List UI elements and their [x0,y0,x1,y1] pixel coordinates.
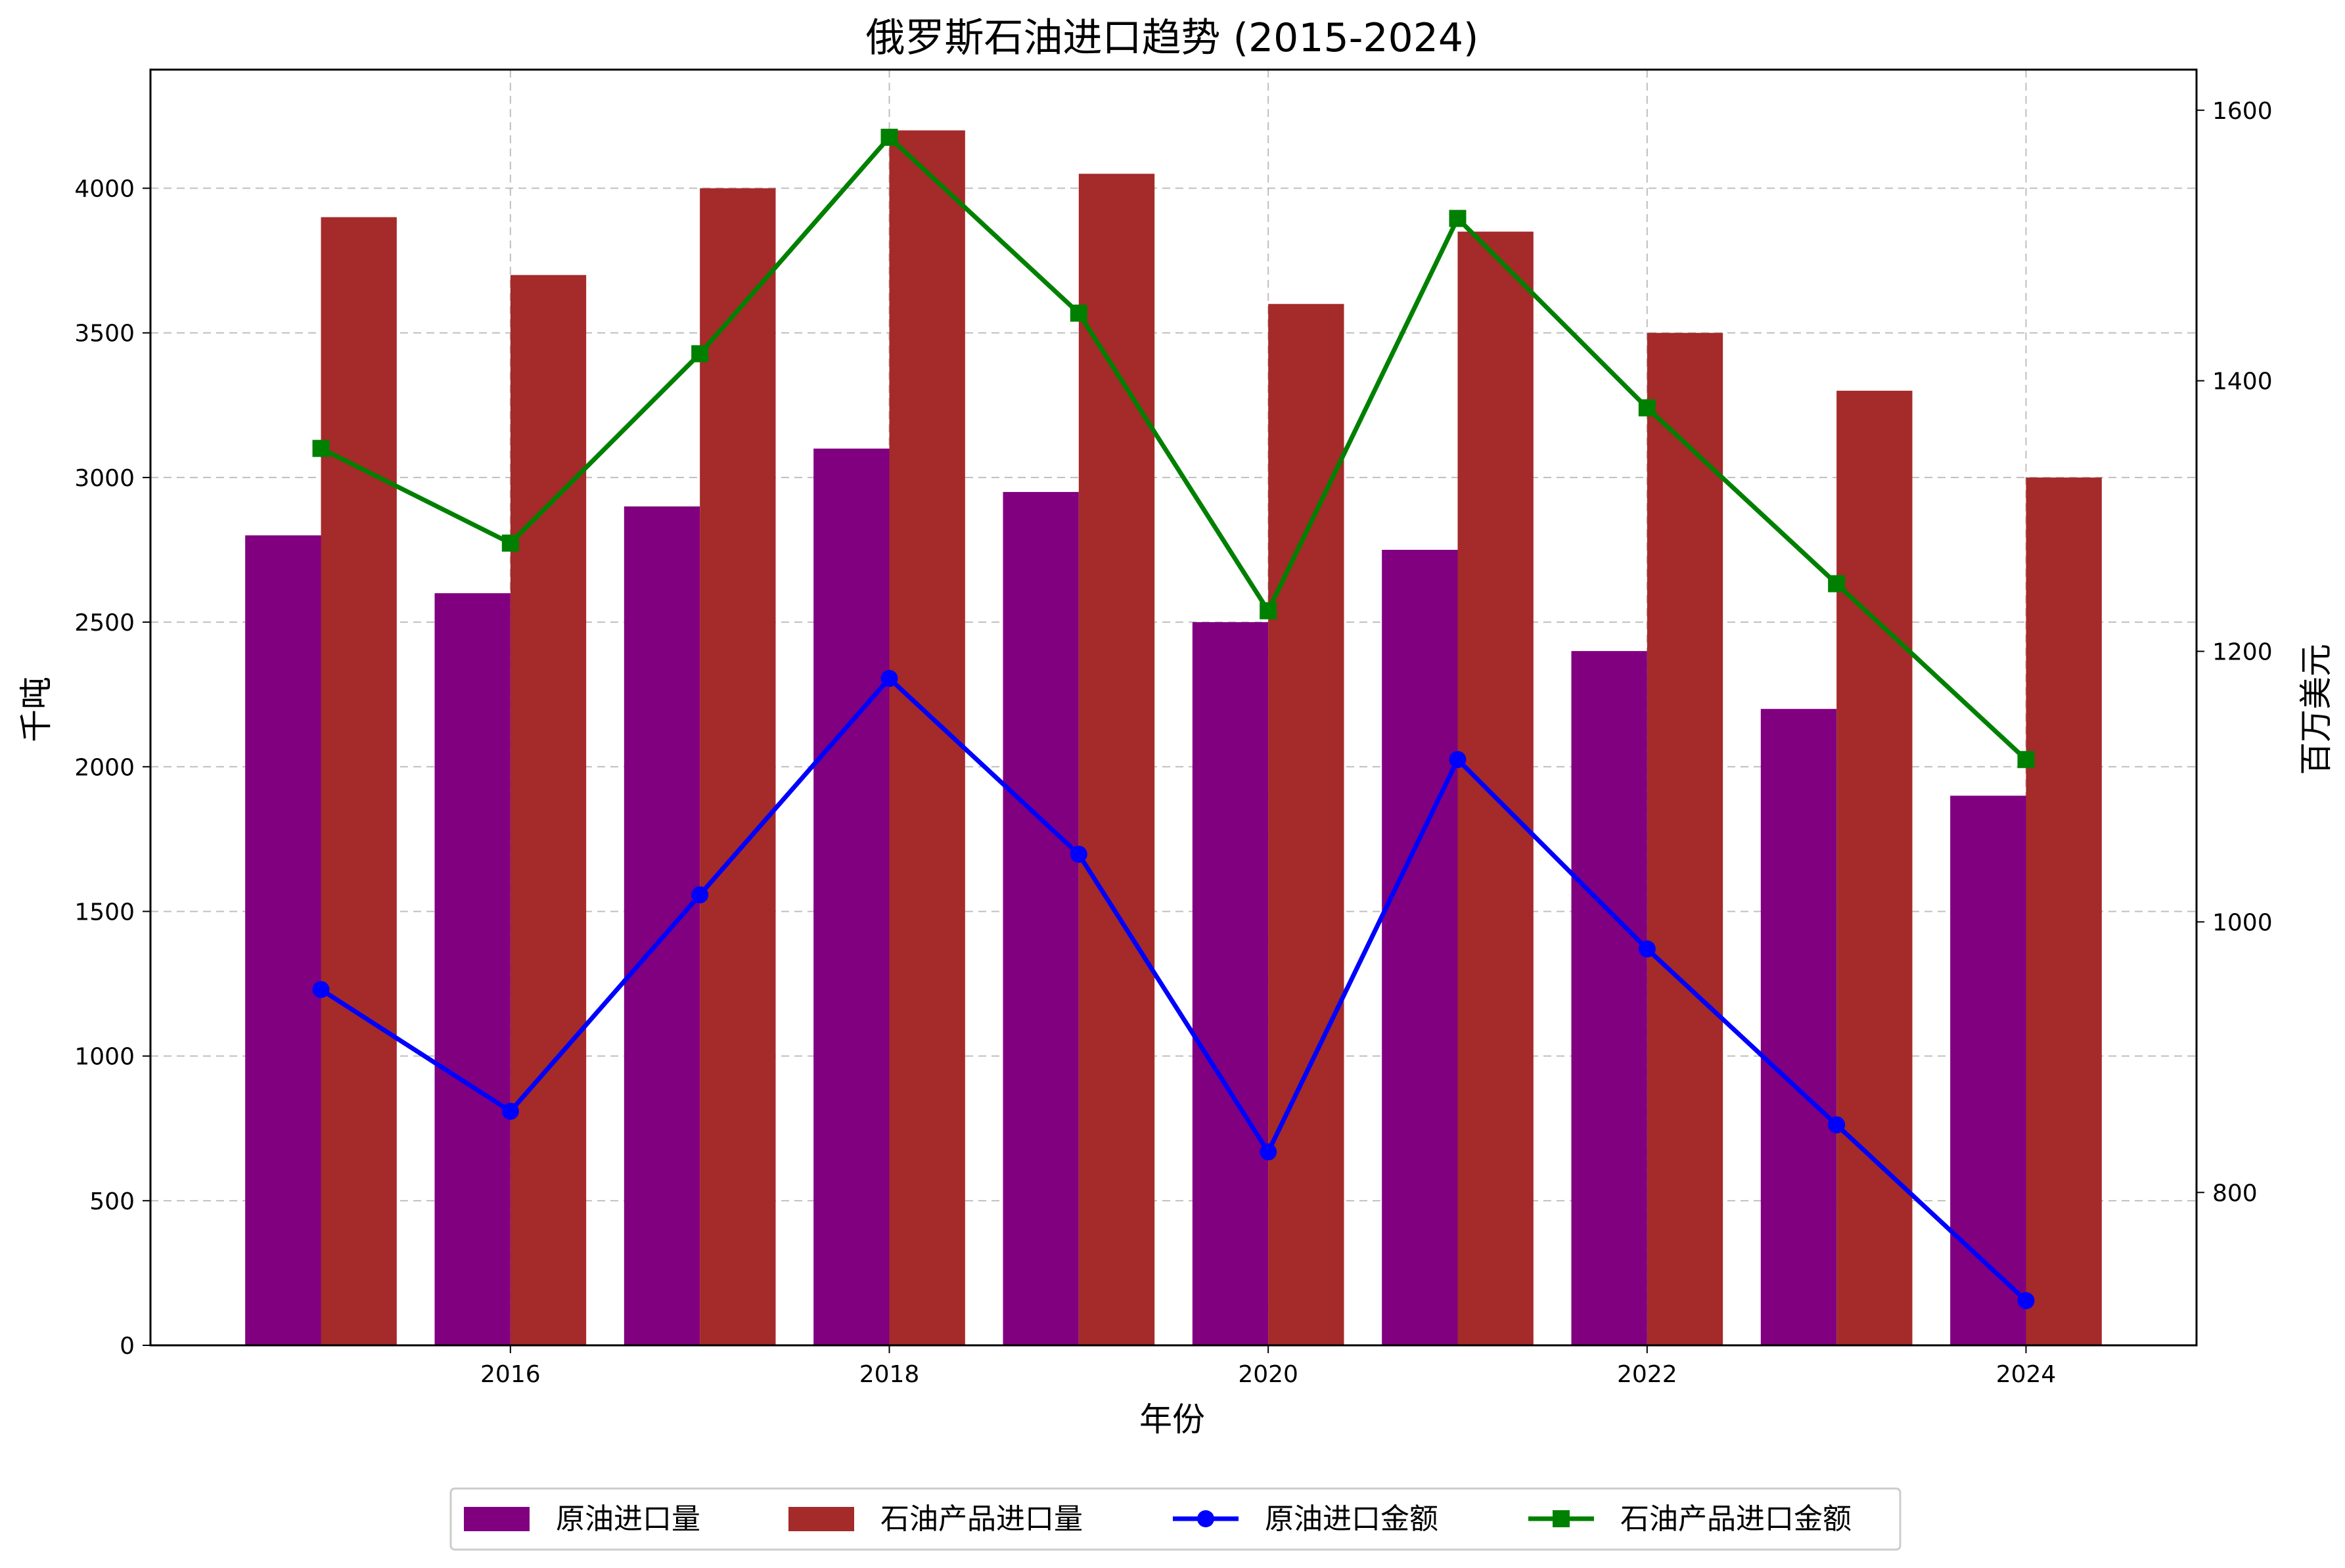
bar-product-volume [321,217,397,1346]
right-y-axis-label: 百万美元 [2297,644,2335,775]
bar-crude-volume [1950,795,2026,1345]
bar-product-volume [1268,303,1344,1346]
lines [312,128,2035,1310]
bar-crude-volume [813,448,890,1346]
point-product-value [312,439,330,457]
point-crude-value [691,886,709,904]
point-crude-value [1260,1143,1277,1161]
legend-label-crude-value: 原油进口金额 [1265,1502,1438,1536]
left-tick-label: 4000 [74,176,135,203]
plot-frame [149,68,2198,1347]
right-tick-label: 800 [2212,1180,2258,1207]
bar-product-volume [1836,390,1913,1345]
left-tick-label: 3500 [74,321,135,347]
point-product-value [501,534,519,552]
left-tick-label: 2500 [74,610,135,637]
legend-swatch-crude-volume [464,1507,530,1531]
point-product-value [1260,602,1277,619]
legend-label-product-volume: 石油产品进口量 [880,1502,1083,1536]
left-y-axis: 0 500 1000 1500 2000 2500 3000 3500 4000 [74,176,150,1360]
legend-swatch-product-volume [788,1507,854,1531]
right-y-axis: 800 1000 1200 1400 1600 [2197,98,2273,1207]
legend: 原油进口量 石油产品进口量 原油进口金额 石油产品进口金额 [449,1487,1901,1551]
bar-product-volume [1078,173,1155,1345]
bar-product-volume [510,275,587,1345]
point-product-value [2017,751,2035,769]
bar-product-volume [1647,332,1723,1345]
left-tick-label: 3000 [74,465,135,492]
point-product-value [880,128,898,146]
point-crude-value [1070,845,1087,863]
bars [245,130,2102,1346]
bar-product-volume [1457,231,1534,1346]
point-product-value [1638,399,1656,416]
series-line-crude-value [319,676,2028,1303]
point-crude-value [2017,1292,2035,1310]
left-tick-label: 1500 [74,899,135,926]
bar-crude-volume [1760,709,1837,1345]
x-axis-label: 年份 [1139,1400,1205,1439]
x-tick-label: 2024 [1996,1361,2057,1388]
right-tick-label: 1200 [2212,639,2273,666]
legend-label-crude-volume: 原油进口量 [556,1502,700,1536]
x-tick-label: 2022 [1617,1361,1677,1388]
bar-crude-volume [624,506,700,1345]
legend-label-product-value: 石油产品进口金额 [1620,1502,1852,1536]
legend-marker-product-value [1553,1510,1570,1527]
point-product-value [691,345,709,363]
bar-crude-volume [1003,491,1079,1345]
point-crude-value [312,981,330,998]
left-tick-label: 500 [89,1188,135,1215]
chart-title: 俄罗斯石油进口趋势 (2015-2024) [866,15,1479,61]
bar-crude-volume [1192,622,1269,1345]
bar-crude-volume [245,535,321,1345]
point-crude-value [1638,940,1656,958]
left-tick-label: 1000 [74,1044,135,1071]
right-tick-label: 1400 [2212,369,2273,395]
bar-crude-volume [1382,550,1458,1346]
left-y-axis-label: 千吨 [17,677,55,742]
point-crude-value [1828,1116,1846,1134]
x-tick-label: 2018 [859,1361,920,1388]
bar-product-volume [2026,477,2102,1345]
bar-crude-volume [1571,651,1647,1345]
left-tick-label: 0 [120,1333,135,1360]
series-line-product-value [319,135,2028,761]
legend-marker-crude-value [1197,1510,1214,1527]
point-product-value [1828,575,1846,593]
x-axis: 2016 2018 2020 2022 2024 [480,1345,2056,1388]
bar-crude-volume [434,593,511,1346]
right-tick-label: 1600 [2212,98,2273,125]
point-product-value [1070,304,1087,322]
point-product-value [1449,210,1467,227]
point-crude-value [880,669,898,687]
point-crude-value [1449,751,1467,769]
bar-product-volume [700,188,776,1345]
point-crude-value [501,1102,519,1120]
right-tick-label: 1000 [2212,909,2273,936]
x-tick-label: 2020 [1238,1361,1298,1388]
left-tick-label: 2000 [74,754,135,781]
x-tick-label: 2016 [480,1361,541,1388]
